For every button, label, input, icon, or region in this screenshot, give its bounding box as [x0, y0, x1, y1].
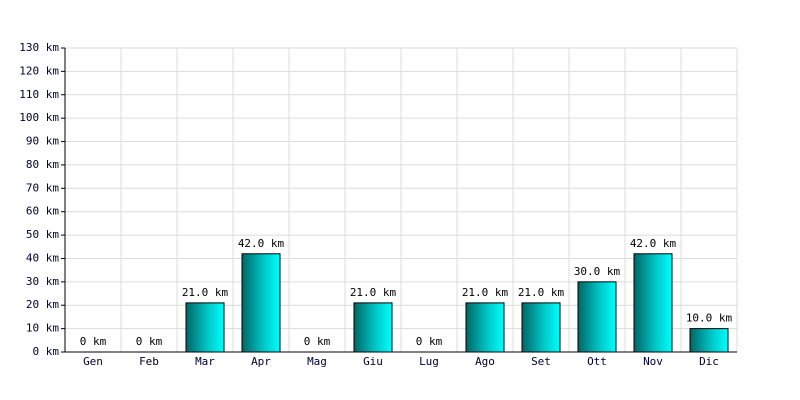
value-label: 0 km — [136, 335, 163, 348]
bar — [185, 302, 225, 353]
x-tick-label: Lug — [419, 355, 439, 368]
x-tick-label: Mar — [195, 355, 215, 368]
bar — [633, 253, 673, 353]
value-label: 10.0 km — [686, 312, 733, 325]
y-tick-label: 10 km — [26, 322, 59, 335]
value-label: 30.0 km — [574, 265, 621, 278]
x-tick-label: Giu — [363, 355, 383, 368]
x-tick-label: Set — [531, 355, 551, 368]
x-tick-label: Gen — [83, 355, 103, 368]
bar — [465, 302, 505, 353]
value-label: 21.0 km — [462, 286, 509, 299]
x-tick-label: Apr — [251, 355, 271, 368]
y-tick-label: 90 km — [26, 135, 59, 148]
y-tick-label: 110 km — [19, 88, 59, 101]
y-tick-label: 130 km — [19, 41, 59, 54]
bar — [521, 302, 561, 353]
y-tick-label: 70 km — [26, 181, 59, 194]
x-tick-label: Ott — [587, 355, 607, 368]
y-tick-label: 0 km — [33, 345, 60, 358]
value-label: 21.0 km — [182, 286, 229, 299]
x-tick-label: Nov — [643, 355, 663, 368]
bar — [353, 302, 393, 353]
value-label: 42.0 km — [238, 237, 285, 250]
y-tick-label: 50 km — [26, 228, 59, 241]
x-tick-label: Feb — [139, 355, 159, 368]
value-label: 21.0 km — [350, 286, 397, 299]
x-tick-label: Dic — [699, 355, 719, 368]
y-tick-label: 20 km — [26, 298, 59, 311]
y-tick-label: 120 km — [19, 64, 59, 77]
x-tick-label: Ago — [475, 355, 495, 368]
value-label: 0 km — [80, 335, 107, 348]
y-tick-label: 30 km — [26, 275, 59, 288]
value-label: 0 km — [304, 335, 331, 348]
y-tick-label: 100 km — [19, 111, 59, 124]
bar — [241, 253, 281, 353]
bar — [689, 328, 729, 353]
value-label: 42.0 km — [630, 237, 677, 250]
value-label: 21.0 km — [518, 286, 565, 299]
y-tick-label: 60 km — [26, 205, 59, 218]
value-label: 0 km — [416, 335, 443, 348]
y-tick-label: 80 km — [26, 158, 59, 171]
x-tick-label: Mag — [307, 355, 327, 368]
y-tick-label: 40 km — [26, 251, 59, 264]
bar — [577, 281, 617, 353]
